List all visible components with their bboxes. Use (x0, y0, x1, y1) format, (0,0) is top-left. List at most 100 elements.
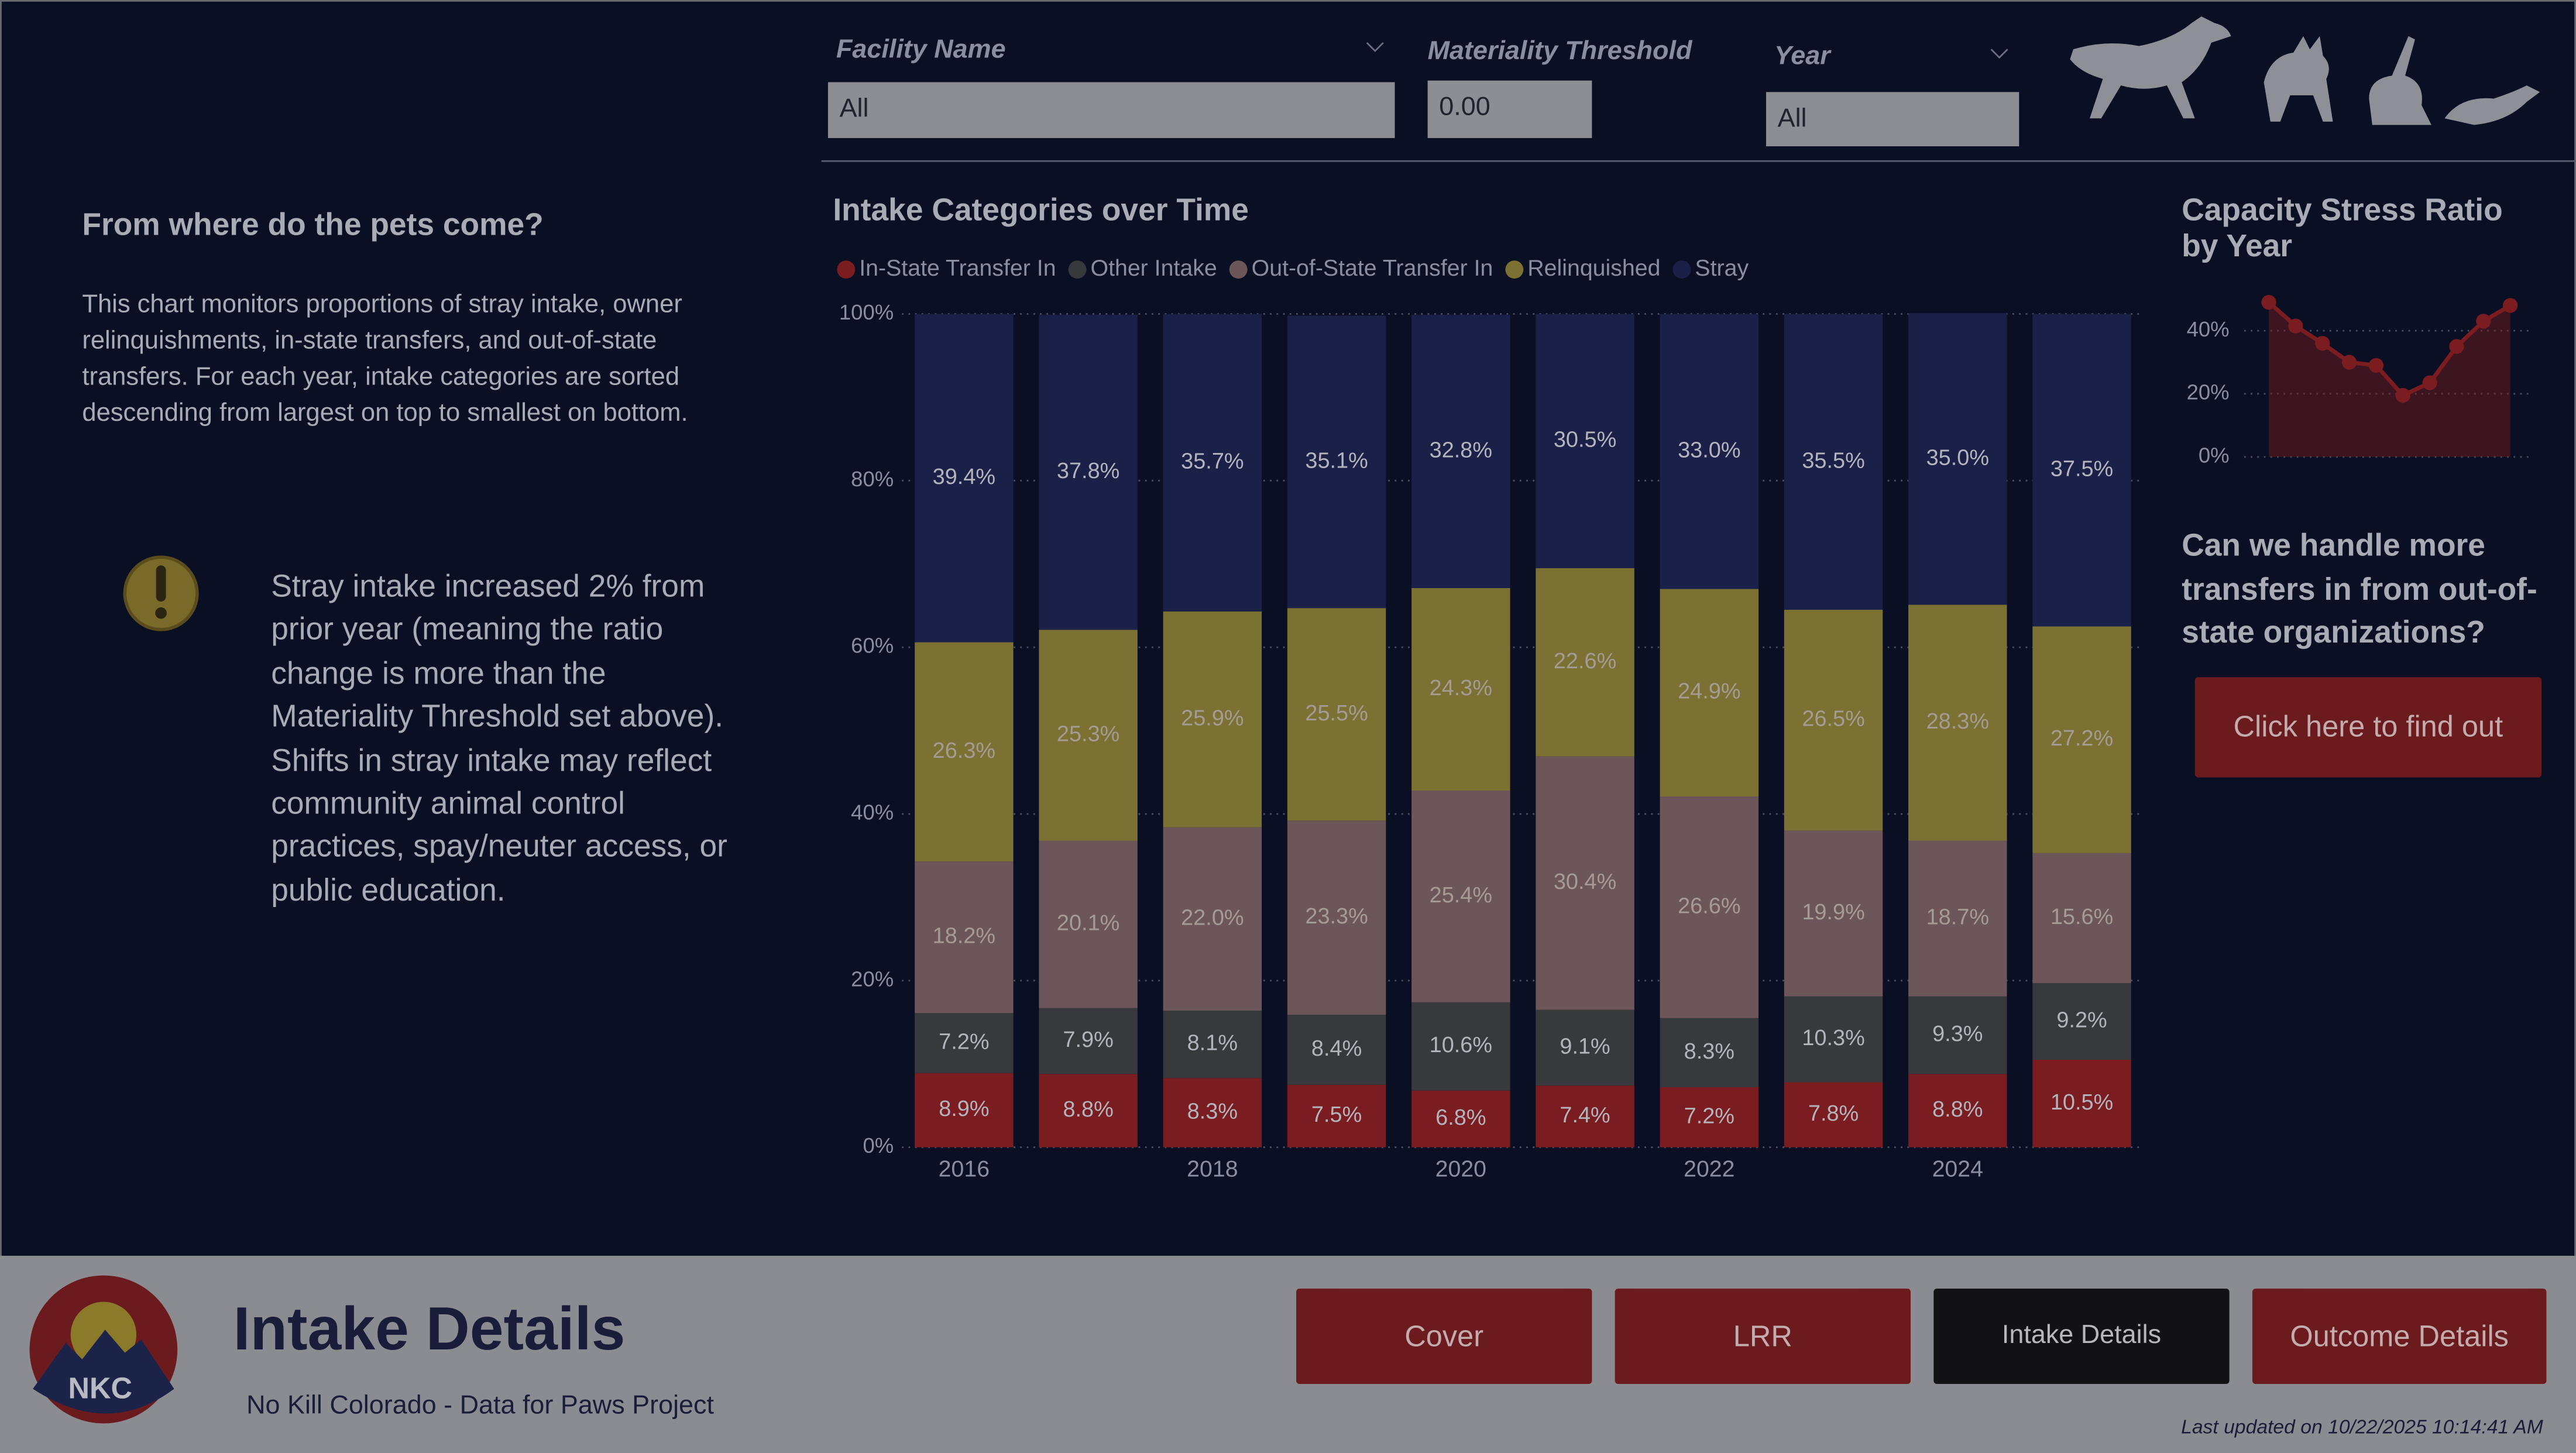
data-label: 32.8% (1430, 438, 1492, 462)
y-tick-label: 40% (2187, 317, 2230, 341)
data-label: 6.8% (1435, 1105, 1486, 1130)
data-label: 9.3% (1932, 1022, 1983, 1046)
bar-segment (2032, 983, 2131, 1060)
data-label: 18.2% (933, 924, 995, 949)
nav-button[interactable]: Intake Details (1933, 1289, 2230, 1385)
data-label: 8.9% (939, 1097, 989, 1121)
line (2267, 300, 2512, 398)
data-label: 18.7% (1926, 905, 1989, 930)
data-label: 8.4% (1311, 1036, 1362, 1061)
bar-segment (915, 1073, 1014, 1148)
data-label: 26.3% (933, 738, 995, 763)
bar-segment (1660, 1087, 1759, 1148)
input[interactable]: 0.00 (1427, 80, 1592, 138)
data-label: 23.3% (1305, 904, 1368, 929)
nav-button[interactable]: Cover (1296, 1289, 1592, 1385)
bar-segment (1039, 1074, 1138, 1148)
legend-label: Relinquished (1527, 255, 1660, 281)
bar-segment (1287, 1015, 1386, 1085)
data-label: 20.1% (1057, 911, 1119, 936)
heading: From where do the pets come? (82, 208, 544, 243)
data-label: 24.9% (1678, 679, 1740, 704)
data-label: 7.8% (1808, 1101, 1859, 1126)
find-out-button[interactable]: Click here to find out (2194, 677, 2542, 778)
chart-title: Intake Categories over Time (833, 194, 1249, 229)
x-tick-label: 2016 (939, 1156, 990, 1181)
data-label: 37.8% (1057, 459, 1119, 483)
nav-button[interactable]: LRR (1615, 1289, 1911, 1385)
x-tick-label: 2020 (1435, 1156, 1486, 1181)
point (2395, 388, 2410, 403)
bar-segment (2032, 626, 2131, 853)
point (2341, 355, 2357, 370)
data-label: 7.2% (939, 1030, 989, 1054)
data-label: 10.6% (1430, 1033, 1492, 1057)
y-tick-label: 100% (839, 300, 894, 324)
dropdown[interactable]: All (827, 82, 1395, 138)
bar-segment (1287, 1084, 1386, 1148)
data-label: 35.0% (1926, 445, 1989, 470)
data-label: 24.3% (1430, 676, 1492, 700)
bar-segment (1908, 840, 2007, 997)
data-label: 35.1% (1305, 448, 1368, 473)
data-label: 7.4% (1560, 1103, 1610, 1128)
data-label: 30.5% (1554, 428, 1616, 452)
data-label: 35.5% (1802, 448, 1864, 473)
bar-segment (2032, 853, 2131, 984)
x-tick-label: 2018 (1187, 1156, 1238, 1181)
legend-marker (837, 260, 856, 279)
bar-segment (915, 861, 1014, 1014)
bar-segment (1784, 314, 1883, 610)
chevron (1366, 42, 2008, 59)
bar-segment (1784, 610, 1883, 831)
insight: Stray intake increased 2% from prior yea… (271, 570, 727, 909)
point (2261, 294, 2276, 310)
data-label: 8.3% (1684, 1039, 1734, 1064)
bar-segment (915, 1013, 1014, 1073)
alert-icon (156, 565, 166, 602)
bar-segment (1908, 996, 2007, 1074)
bar-segment (1660, 796, 1759, 1018)
data-label: 8.1% (1187, 1031, 1238, 1056)
bar-segment (1660, 1018, 1759, 1088)
filter-label: Facility Name (836, 36, 1006, 64)
point (2476, 314, 2491, 329)
legend-marker (1672, 260, 1691, 279)
nav-button[interactable]: Outcome Details (2252, 1289, 2547, 1385)
point (2315, 336, 2330, 351)
bar-segment (1536, 568, 1634, 757)
data-label: 26.5% (1802, 707, 1864, 731)
bar-segment (1411, 588, 1510, 791)
y-tick-label: 20% (851, 967, 894, 991)
bar-segment (1536, 1086, 1634, 1148)
legend-label: In-State Transfer In (859, 255, 1056, 281)
last-updated: Last updated on 10/22/2025 10:14:41 AM (2181, 1415, 2543, 1438)
area (2269, 302, 2510, 457)
data-label: 25.9% (1181, 706, 1244, 730)
bar-segment (1163, 827, 1262, 1011)
bar-segment (1411, 314, 1510, 588)
data-label: 8.8% (1063, 1097, 1113, 1122)
filter-label: Materiality Threshold (1427, 37, 1692, 66)
data-label: 9.2% (2056, 1008, 2107, 1033)
description: This chart monitors proportions of stray… (82, 291, 688, 428)
data-label: 22.6% (1554, 649, 1616, 674)
data-label: 8.3% (1187, 1099, 1238, 1124)
data-label: 28.3% (1926, 709, 1989, 734)
data-label: 8.8% (1932, 1097, 1983, 1122)
data-label: 27.2% (2051, 726, 2113, 751)
data-label: 30.4% (1554, 870, 1616, 894)
bar-segment (1287, 608, 1386, 821)
logo (33, 1330, 174, 1414)
y-tick-label: 80% (851, 467, 894, 491)
bar-segment (1287, 315, 1386, 609)
dropdown[interactable]: All (1766, 92, 2019, 146)
bar-segment (2032, 314, 2131, 627)
x-tick-label: 2022 (1684, 1156, 1734, 1181)
data-label: 7.2% (1684, 1104, 1734, 1128)
y-tick-label: 0% (2199, 443, 2230, 467)
bar-segment (1660, 589, 1759, 797)
data-label: 22.0% (1181, 905, 1244, 930)
y-tick-label: 60% (851, 634, 894, 658)
